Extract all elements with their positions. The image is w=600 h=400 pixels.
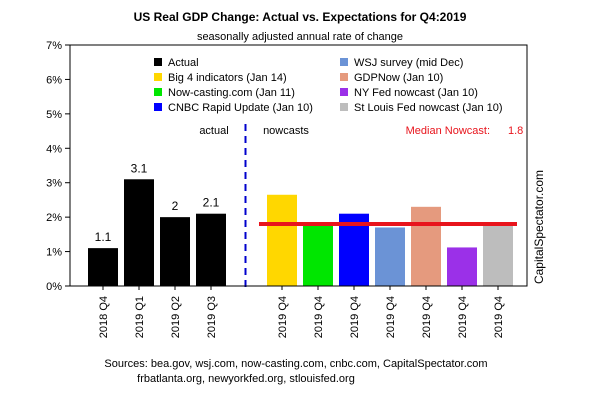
x-tick-label: 2019 Q4 bbox=[457, 296, 469, 338]
y-tick-label: 4% bbox=[46, 143, 62, 155]
legend-label-cnbc-rapid-update-jan-10: CNBC Rapid Update (Jan 10) bbox=[168, 102, 313, 114]
legend-label-actual: Actual bbox=[168, 57, 199, 69]
plot-area-frame bbox=[69, 44, 528, 287]
median-nowcast-label: Median Nowcast: bbox=[406, 125, 490, 137]
actual-bar-value-label: 2.1 bbox=[203, 196, 220, 210]
sources-line-2: frbatlanta.org, newyorkfed.org, stlouisf… bbox=[137, 373, 355, 385]
chart-subtitle: seasonally adjusted annual rate of chang… bbox=[197, 31, 403, 43]
sources-line-1: Sources: bea.gov, wsj.com, now-casting.c… bbox=[104, 358, 487, 370]
actual-bar-2019-q1 bbox=[124, 179, 154, 286]
legend-label-ny-fed-nowcast-jan-10: NY Fed nowcast (Jan 10) bbox=[354, 87, 478, 99]
actual-section-label: actual bbox=[199, 125, 228, 137]
actual-bar-value-label: 2 bbox=[172, 199, 179, 213]
legend-label-st-louis-fed-nowcast-jan-10: St Louis Fed nowcast (Jan 10) bbox=[354, 102, 503, 114]
y-tick-label: 2% bbox=[46, 212, 62, 224]
y-tick-label: 0% bbox=[46, 281, 62, 293]
legend-label-now-casting-com-jan-11: Now-casting.com (Jan 11) bbox=[168, 87, 295, 99]
x-tick-label: 2019 Q4 bbox=[385, 296, 397, 338]
legend-swatch-st-louis-fed-nowcast-jan-10 bbox=[340, 103, 348, 111]
y-tick-label: 1% bbox=[46, 247, 62, 259]
x-tick-label: 2019 Q4 bbox=[313, 296, 325, 338]
actual-bar-value-label: 3.1 bbox=[131, 161, 148, 175]
y-axis: 0% 1% 2% 3% 4% 5% 6% 7% bbox=[46, 40, 70, 293]
y-tick-label: 7% bbox=[46, 40, 62, 52]
x-tick-label: 2019 Q3 bbox=[206, 296, 218, 338]
chart-title: US Real GDP Change: Actual vs. Expectati… bbox=[134, 10, 467, 24]
actual-bar-2019-q3 bbox=[196, 213, 226, 286]
bars-layer: 1.1 3.1 2 2.1 bbox=[88, 161, 513, 286]
median-nowcast-value: 1.8 bbox=[508, 125, 523, 137]
legend-swatch-actual bbox=[154, 58, 162, 66]
legend-label-big-4-indicators-jan-14: Big 4 indicators (Jan 14) bbox=[168, 72, 287, 84]
y-tick-label: 3% bbox=[46, 178, 62, 190]
legend-swatch-cnbc-rapid-update-jan-10 bbox=[154, 103, 162, 111]
x-tick-label: 2019 Q4 bbox=[493, 296, 505, 338]
nowcast-bar-st-louis-fed-nowcast-jan-10 bbox=[483, 224, 513, 286]
nowcast-bar-gdpnow-jan-10 bbox=[411, 206, 441, 286]
x-tick-label: 2019 Q2 bbox=[170, 296, 182, 338]
x-tick-label: 2019 Q4 bbox=[349, 296, 361, 338]
legend-swatch-wsj-survey-mid-dec bbox=[340, 58, 348, 66]
legend-swatch-gdpnow-jan-10 bbox=[340, 73, 348, 81]
legend-label-gdpnow-jan-10: GDPNow (Jan 10) bbox=[354, 72, 443, 84]
nowcast-bar-big-4-indicators-jan-14 bbox=[267, 194, 297, 286]
nowcast-bar-now-casting-com-jan-11 bbox=[303, 224, 333, 286]
nowcast-bar-wsj-survey-mid-dec bbox=[375, 227, 405, 286]
y-tick-label: 6% bbox=[46, 74, 62, 86]
x-tick-label: 2019 Q1 bbox=[134, 296, 146, 338]
legend-swatch-big-4-indicators-jan-14 bbox=[154, 73, 162, 81]
x-tick-labels: 2018 Q4 2019 Q1 2019 Q2 2019 Q3 2019 Q4 2019 … bbox=[98, 286, 505, 338]
watermark: CapitalSpectator.com bbox=[532, 170, 546, 284]
legend-label-wsj-survey-mid-dec: WSJ survey (mid Dec) bbox=[354, 57, 463, 69]
y-tick-label: 5% bbox=[46, 109, 62, 121]
actual-bar-value-label: 1.1 bbox=[95, 230, 112, 244]
x-tick-label: 2019 Q4 bbox=[421, 296, 433, 338]
actual-bar-2018-q4 bbox=[88, 248, 118, 286]
legend-swatch-ny-fed-nowcast-jan-10 bbox=[340, 88, 348, 96]
legend-swatch-now-casting-com-jan-11 bbox=[154, 88, 162, 96]
actual-bar-2019-q2 bbox=[160, 217, 190, 286]
x-tick-label: 2019 Q4 bbox=[277, 296, 289, 338]
nowcast-bar-ny-fed-nowcast-jan-10 bbox=[447, 247, 477, 286]
x-tick-label: 2018 Q4 bbox=[98, 296, 110, 338]
legend: Actual Big 4 indicators (Jan 14) Now-casti… bbox=[154, 57, 503, 114]
nowcasts-section-label: nowcasts bbox=[263, 125, 309, 137]
